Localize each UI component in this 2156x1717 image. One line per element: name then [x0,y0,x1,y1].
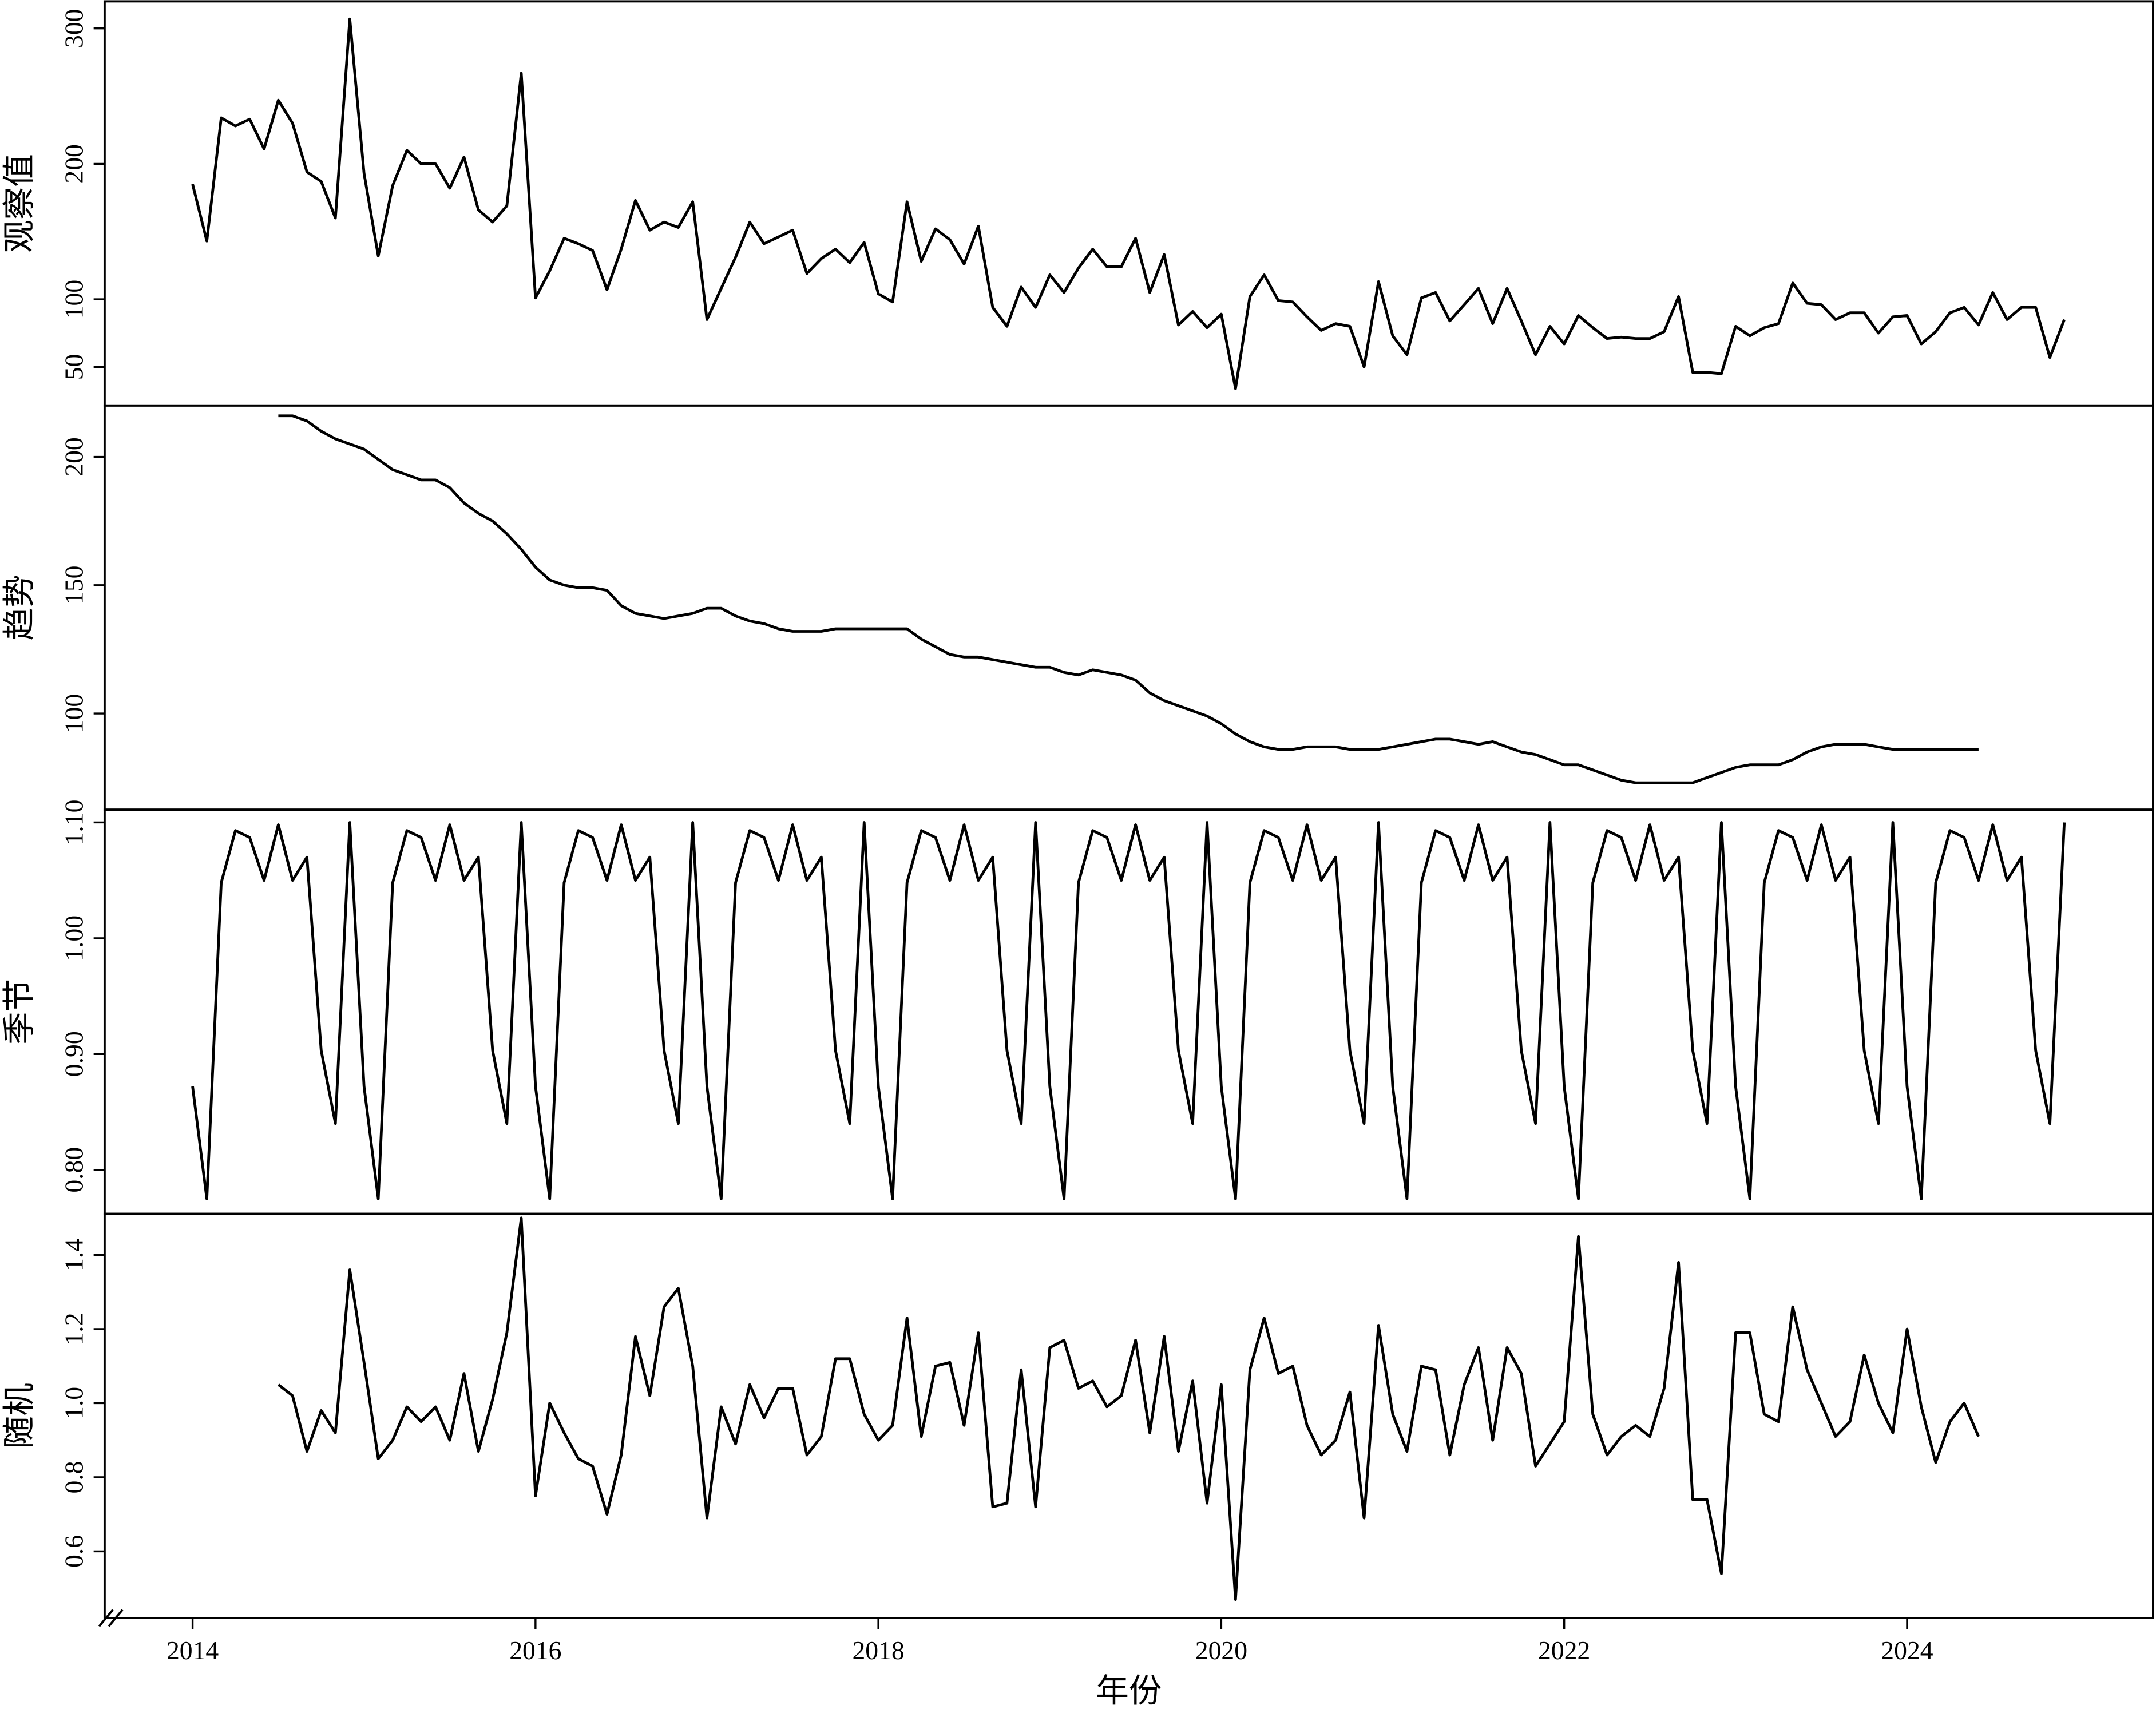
panel-frame [103,404,2154,811]
x-tick-label: 2022 [1538,1636,1590,1665]
series-line [277,1216,1980,1601]
y-tick-label: 200 [59,437,88,476]
x-tick-label: 2014 [167,1636,219,1665]
panel-frame [103,0,2154,407]
y-axis-title: 观察值 [2,154,38,253]
y-tick-label: 50 [59,354,88,380]
x-tick-label: 2016 [509,1636,561,1665]
y-tick-label: 200 [59,144,88,183]
y-tick-label: 1.0 [59,1387,88,1419]
y-tick-label: 0.80 [59,1147,88,1193]
y-tick-label: 0.90 [59,1031,88,1077]
x-tick-label: 2020 [1195,1636,1247,1665]
y-axis-title: 季节 [2,979,38,1045]
y-tick-label: 1.4 [59,1239,88,1271]
series-line [191,821,2066,1200]
y-axis-title: 随机 [2,1383,38,1449]
series-line [278,414,1979,784]
y-tick-label: 0.8 [59,1461,88,1493]
y-tick-label: 150 [59,566,88,605]
y-tick-label: 1.10 [59,800,88,846]
y-tick-label: 1.00 [59,915,88,961]
x-tick-label: 2018 [852,1636,904,1665]
series-line [191,17,2066,390]
y-tick-label: 100 [59,694,88,733]
y-tick-label: 0.6 [59,1535,88,1568]
y-tick-label: 300 [59,9,88,47]
panel-frame [103,1212,2154,1619]
x-axis-title: 年份 [1096,1674,1162,1710]
y-axis-title: 趋势 [2,574,38,640]
y-tick-label: 1.2 [59,1312,88,1345]
y-tick-label: 100 [59,280,88,319]
x-tick-label: 2024 [1881,1636,1933,1665]
panel-frame [103,808,2154,1215]
